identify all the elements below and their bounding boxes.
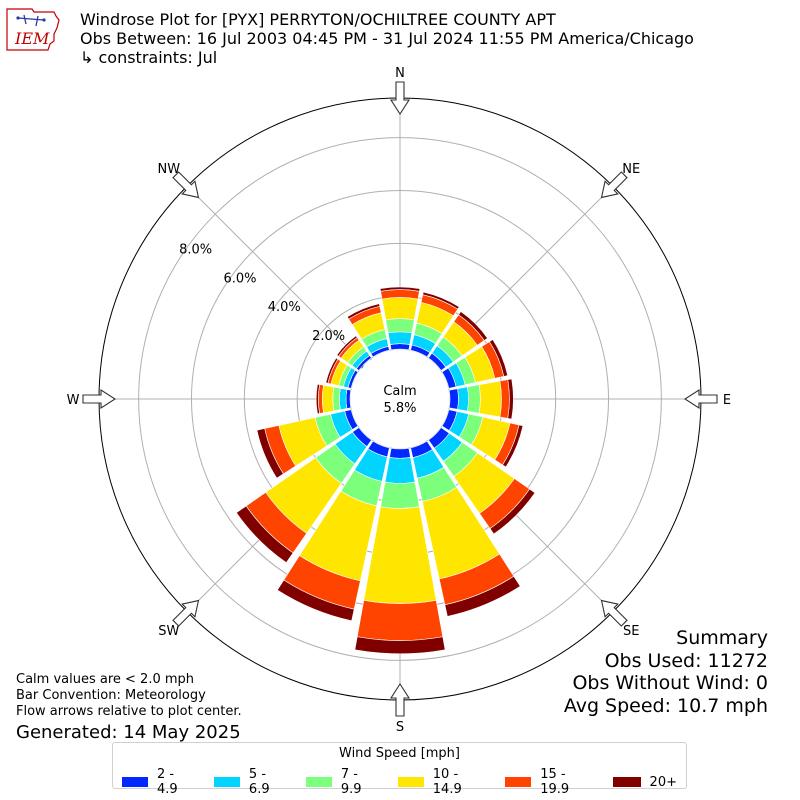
flow-arrow-se-icon [600, 599, 628, 627]
compass-label-n: N [395, 66, 405, 81]
bar-wnw-bin6 [325, 357, 339, 384]
legend: Wind Speed [mph] 2 - 4.9 5 - 6.9 7 - 9.9 10… [112, 742, 687, 797]
flow-arrow-sw-icon [172, 599, 200, 627]
legend-item: 7 - 9.9 [305, 767, 380, 797]
compass-label-s: S [396, 720, 404, 735]
bar-n-bin1 [389, 343, 411, 351]
grid-spoke [186, 185, 365, 364]
summary-title: Summary [676, 627, 768, 649]
bar-e-bin6 [507, 378, 514, 420]
legend-item: 15 - 19.9 [505, 767, 594, 797]
calm-note: Calm values are < 2.0 mph [16, 672, 195, 687]
compass-label-se: SE [623, 624, 639, 639]
chart-title: Windrose Plot for [PYX] PERRYTON/OCHILTR… [80, 10, 556, 29]
flow-arrow-nw-icon [172, 171, 200, 199]
compass-label-e: E [723, 393, 731, 408]
chart-constraints: ↳ constraints: Jul [80, 48, 218, 67]
compass-label-ne: NE [622, 162, 640, 177]
bar-ne-bin6 [458, 311, 488, 341]
bar-nne-bin6 [422, 291, 460, 310]
bar-s-bin1 [389, 447, 411, 459]
bar-n-bin2 [387, 331, 413, 345]
legend-swatch [213, 777, 240, 787]
chart-header: Windrose Plot for [PYX] PERRYTON/OCHILTR… [80, 10, 694, 67]
legend-label: 7 - 9.9 [340, 767, 362, 797]
bar-s-bin5 [356, 599, 444, 641]
radial-tick-label: 4.0% [268, 300, 301, 315]
legend-item: 5 - 6.9 [213, 767, 288, 797]
bar-convention-note: Bar Convention: Meteorology [16, 688, 206, 703]
bar-nnw-bin6 [346, 303, 381, 320]
bar-ene-bin6 [489, 339, 509, 377]
bar-s-bin3 [380, 481, 420, 509]
legend-item: 10 - 14.9 [397, 767, 487, 797]
iem-logo: IEM [4, 6, 62, 52]
bar-n-bin5 [380, 289, 420, 300]
bar-s-bin4 [363, 506, 437, 604]
bar-w-bin3 [332, 386, 341, 412]
legend-items: 2 - 4.9 5 - 6.9 7 - 9.9 10 - 14.9 15 - 19.9 2… [113, 767, 686, 797]
legend-swatch [122, 777, 149, 787]
legend-label: 15 - 19.9 [540, 767, 570, 797]
compass-label-w: W [67, 393, 80, 408]
chart-period: Obs Between: 16 Jul 2003 04:45 PM - 31 J… [80, 29, 694, 48]
radial-tick-label: 2.0% [312, 329, 345, 344]
flow-arrow-n-icon [389, 81, 411, 116]
flow-arrow-ne-icon [600, 171, 628, 199]
calm-value: 5.8% [383, 401, 416, 416]
chart-overlay: Calm 5.8% [383, 384, 416, 416]
radial-tick-label: 6.0% [223, 271, 256, 286]
compass-label-nw: NW [157, 162, 180, 177]
bar-e-bin1 [448, 388, 459, 410]
legend-item: 2 - 4.9 [122, 767, 196, 797]
summary-avg-speed: Avg Speed: 10.7 mph [563, 694, 768, 717]
flow-arrows-note: Flow arrows relative to plot center. [16, 704, 242, 719]
flow-arrow-w-icon [82, 388, 117, 410]
legend-swatch [397, 777, 424, 787]
bar-n-bin6 [379, 286, 421, 292]
bar-n-bin3 [385, 318, 415, 334]
flow-arrow-s-icon [389, 682, 411, 717]
calm-label: Calm [383, 384, 416, 399]
compass-label-sw: SW [158, 624, 179, 639]
legend-label: 20+ [649, 774, 677, 790]
bar-s-bin2 [384, 456, 416, 484]
bar-s-bin6 [354, 636, 446, 654]
generated-date: Generated: 14 May 2025 [16, 722, 241, 743]
legend-label: 10 - 14.9 [432, 767, 462, 797]
legend-swatch [305, 777, 332, 787]
flow-arrow-e-icon [683, 388, 718, 410]
footnotes: Calm values are < 2.0 mph Bar Convention… [16, 672, 242, 744]
bar-sse-bin6 [444, 575, 521, 617]
radial-tick-label: 8.0% [179, 243, 212, 258]
calm-disc [351, 350, 449, 448]
bar-e-bin5 [499, 379, 510, 419]
bar-ese-bin6 [502, 424, 524, 468]
bar-se-bin6 [489, 488, 536, 535]
legend-label: 2 - 4.9 [157, 767, 178, 797]
bar-e-bin4 [478, 380, 502, 418]
legend-item: 20+ [612, 767, 677, 797]
bar-n-bin4 [381, 297, 419, 321]
bar-nw-bin6 [336, 335, 358, 357]
bar-w-bin6 [315, 383, 320, 415]
summary-obs-without-wind: Obs Without Wind: 0 [572, 672, 768, 694]
bar-ssw-bin6 [276, 579, 355, 622]
bar-w-bin4 [321, 384, 335, 414]
bar-e-bin3 [467, 384, 481, 414]
summary-obs-used: Obs Used: 11272 [604, 649, 768, 672]
bar-wsw-bin6 [256, 428, 284, 479]
legend-swatch [505, 777, 532, 787]
bar-sw-bin6 [235, 505, 294, 564]
bar-w-bin2 [339, 387, 348, 411]
summary-panel: Summary Obs Used: 11272 Obs Without Wind… [564, 627, 768, 717]
legend-title: Wind Speed [mph] [339, 746, 460, 761]
windrose-bars [235, 286, 536, 654]
legend-swatch [612, 777, 641, 787]
bar-e-bin2 [457, 386, 469, 412]
legend-label: 5 - 6.9 [248, 767, 270, 797]
logo-text: IEM [14, 29, 50, 48]
